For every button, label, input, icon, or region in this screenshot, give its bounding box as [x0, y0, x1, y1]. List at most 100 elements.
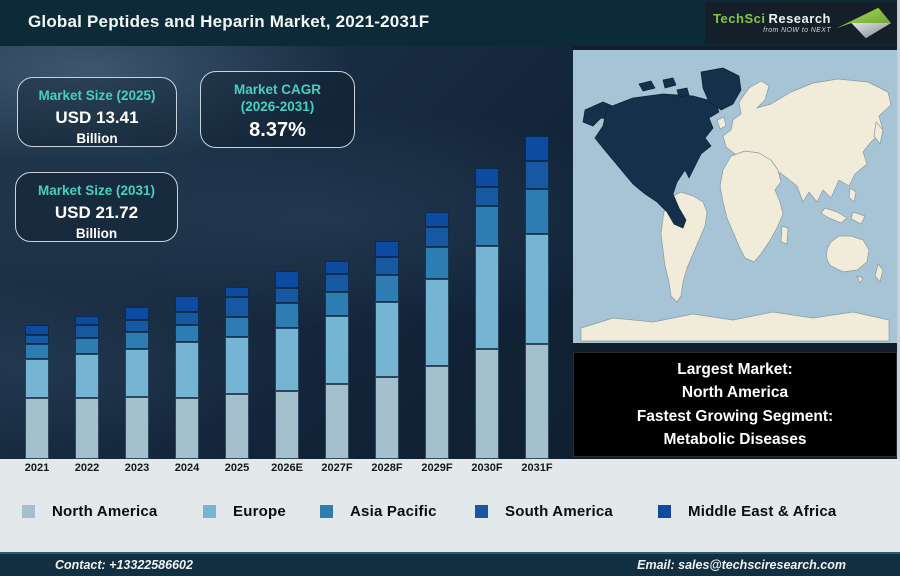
callout-market-cagr: Market CAGR (2026-2031) 8.37%	[200, 71, 355, 148]
bar-segment-europe	[475, 246, 499, 349]
callout-market-size-2031: Market Size (2031) USD 21.72 Billion	[15, 172, 178, 242]
callout-value: USD 21.72	[54, 203, 139, 222]
bar-segment-south-america	[175, 312, 199, 325]
legend-label: Europe	[233, 503, 286, 520]
bar-segment-north-america	[75, 398, 99, 459]
bar-segment-middle-east-africa	[375, 241, 399, 257]
axis-label-2022: 2022	[74, 462, 100, 474]
contact-phone: Contact: +13322586602	[55, 558, 193, 572]
bar-segment-asia-pacific	[25, 344, 49, 359]
logo-text: TechSci Research from NOW to NEXT	[713, 12, 831, 34]
axis-label-2030f: 2030F	[471, 462, 503, 474]
callout-market-size-2025: Market Size (2025) USD 13.41 Billion	[17, 77, 177, 147]
bar-segment-europe	[275, 328, 299, 391]
axis-label-2023: 2023	[124, 462, 150, 474]
bar-segment-south-america	[275, 288, 299, 303]
legend-item-north-america: North America	[22, 503, 157, 520]
legend-item-europe: Europe	[203, 503, 286, 520]
bar-2024	[175, 296, 199, 459]
axis-label-2029f: 2029F	[421, 462, 453, 474]
legend-swatch-europe	[203, 505, 216, 518]
bar-segment-middle-east-africa	[475, 168, 499, 187]
bar-segment-middle-east-africa	[175, 296, 199, 312]
bar-2021	[25, 325, 49, 459]
bar-segment-middle-east-africa	[425, 212, 449, 227]
bar-2027f	[325, 261, 349, 459]
bar-segment-asia-pacific	[275, 303, 299, 328]
callout-label-line1: Market CAGR	[233, 82, 322, 97]
bar-plot	[0, 46, 573, 459]
right-edge-strip	[897, 0, 900, 459]
bar-segment-north-america	[325, 384, 349, 459]
bar-segment-asia-pacific	[225, 317, 249, 337]
bar-segment-middle-east-africa	[325, 261, 349, 274]
bar-2026e	[275, 271, 299, 459]
chart-area: Market Size (2025) USD 13.41 Billion Mar…	[0, 46, 573, 459]
fastest-segment-value: Metabolic Diseases	[663, 431, 807, 448]
bar-segment-north-america	[275, 391, 299, 459]
bar-2028f	[375, 241, 399, 459]
bar-segment-europe	[425, 279, 449, 366]
logo-brand-research: Research	[768, 11, 831, 26]
bar-segment-north-america	[25, 398, 49, 459]
footer-bar: Contact: +13322586602 Email: sales@techs…	[0, 552, 900, 576]
bottom-strip: 2021 2022 2023 2024 2025 2026E 2027F 2028F 2029F…	[0, 459, 900, 552]
bar-segment-north-america	[475, 349, 499, 459]
bar-segment-asia-pacific	[175, 325, 199, 342]
axis-label-2021: 2021	[24, 462, 50, 474]
legend-item-middle-east-africa: Middle East & Africa	[658, 503, 836, 520]
bar-2022	[75, 316, 99, 459]
map-africa	[719, 150, 784, 263]
largest-market-label: Largest Market:	[677, 360, 793, 378]
bar-segment-asia-pacific	[475, 206, 499, 246]
map-antarctica	[580, 311, 890, 342]
bar-segment-europe	[125, 349, 149, 397]
legend-label: North America	[52, 503, 158, 520]
legend-label: Middle East & Africa	[688, 503, 837, 520]
right-panel: Largest Market: North America Fastest Gr…	[573, 46, 900, 459]
bar-segment-south-america	[375, 257, 399, 275]
bar-2025	[225, 287, 249, 459]
bar-segment-europe	[325, 316, 349, 384]
bar-segment-north-america	[175, 398, 199, 459]
map-greenland	[700, 67, 742, 111]
callout-label: Market Size (2025)	[38, 88, 156, 103]
world-map-svg	[573, 50, 897, 343]
callout-unit: Billion	[76, 131, 118, 146]
bar-segment-middle-east-africa	[75, 316, 99, 325]
bar-segment-middle-east-africa	[525, 136, 549, 161]
bar-segment-south-america	[125, 320, 149, 332]
highlight-box: Largest Market: North America Fastest Gr…	[573, 352, 897, 457]
map-australia	[826, 235, 870, 273]
legend-label: Asia Pacific	[350, 503, 437, 520]
callout-value: USD 13.41	[55, 108, 139, 127]
legend-item-asia-pacific: Asia Pacific	[320, 503, 437, 520]
axis-label-2024: 2024	[174, 462, 200, 474]
bar-segment-middle-east-africa	[275, 271, 299, 288]
bar-segment-asia-pacific	[375, 275, 399, 302]
bar-segment-europe	[525, 234, 549, 344]
bar-segment-middle-east-africa	[225, 287, 249, 297]
callout-unit: Billion	[75, 226, 118, 241]
callout-label-line2: (2026-2031)	[240, 99, 315, 114]
map-north-america	[594, 93, 720, 229]
bar-segment-europe	[225, 337, 249, 394]
bar-2023	[125, 307, 149, 459]
bar-segment-south-america	[475, 187, 499, 206]
logo-brand-techsci: TechSci	[713, 11, 766, 26]
bar-2029f	[425, 212, 449, 459]
bar-segment-north-america	[425, 366, 449, 459]
bar-segment-south-america	[75, 325, 99, 338]
axis-label-2028f: 2028F	[371, 462, 403, 474]
bar-segment-south-america	[425, 227, 449, 247]
bar-segment-europe	[375, 302, 399, 377]
bar-segment-asia-pacific	[75, 338, 99, 354]
legend-item-south-america: South America	[475, 503, 613, 520]
bar-segment-asia-pacific	[525, 189, 549, 234]
bar-2030f	[475, 168, 499, 459]
legend-swatch-asia-pacific	[320, 505, 333, 518]
bar-segment-europe	[175, 342, 199, 398]
bar-segment-middle-east-africa	[25, 325, 49, 335]
bar-segment-europe	[25, 359, 49, 398]
